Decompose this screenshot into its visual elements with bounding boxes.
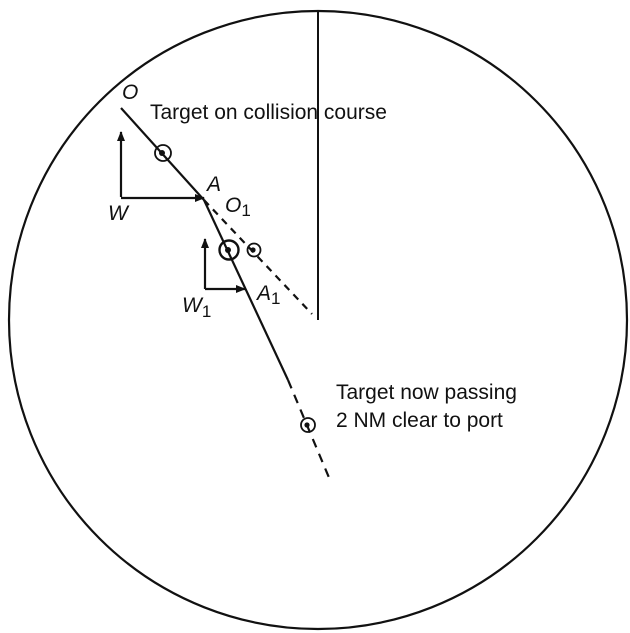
new-relative-track [203,199,289,381]
annotation-collision-course: Target on collision course [150,101,387,124]
target-echo-3 [246,242,262,258]
annotation-passing-line-1: Target now passing [336,381,517,404]
target-echo-1 [154,144,172,162]
point-label-a: A [205,173,221,196]
vector-label-w1: W1 [182,294,211,321]
new-track-projection [286,379,332,481]
point-label-a1: A1 [255,282,280,308]
point-label-o: O [122,81,138,104]
original-track-projection [203,199,313,315]
radar-screen-circle [7,9,629,631]
annotation-passing-line-2: 2 NM clear to port [336,409,503,432]
point-label-o1: O1 [225,194,251,220]
vector-label-w: W [108,202,130,225]
target-echo-2 [218,239,240,261]
target-echo-4 [300,417,316,433]
